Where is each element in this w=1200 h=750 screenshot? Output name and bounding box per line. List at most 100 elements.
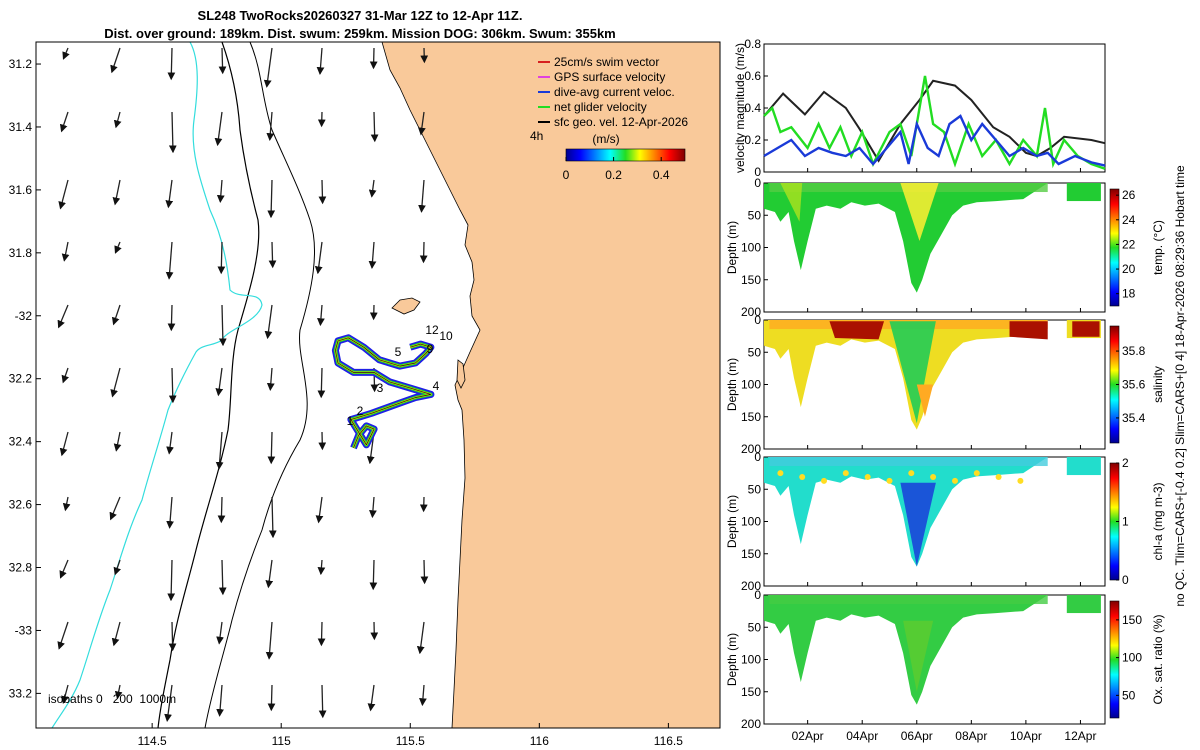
geo-vector-arrow: [168, 621, 177, 652]
temperature-colorbar-tick-label: 26: [1122, 188, 1136, 202]
geo-vector-arrow: [62, 496, 71, 512]
oxygen-y-tick-label: 200: [741, 717, 761, 731]
velocity-y-tick-label: 0.6: [744, 69, 761, 83]
chla-y-tick-label: 200: [741, 579, 761, 593]
waypoint-label: 1: [347, 414, 354, 428]
track-line: [335, 337, 432, 449]
oxygen-colorbar: [1109, 600, 1120, 719]
legend-entry-label: GPS surface velocity: [554, 70, 665, 84]
geo-vector-arrow: [59, 559, 69, 579]
oxygen-y-tick-label: 0: [754, 588, 761, 602]
geo-vector-arrow: [57, 621, 69, 650]
geo-vector-arrow: [111, 621, 121, 647]
geo-vector-arrow: [112, 179, 121, 206]
geo-vector-arrow: [216, 684, 224, 717]
chla-surface-layer: [769, 457, 1048, 467]
temperature-data-curtain: [764, 183, 1048, 293]
geo-vector-arrow: [267, 431, 276, 465]
geo-vector-arrow: [268, 241, 277, 269]
velocity-panel: 0 0.2 0.4 0.6 0.8 velocity magnitude (m/s): [733, 37, 1106, 179]
geo-vector-arrow: [217, 241, 226, 275]
geo-vector-arrow: [215, 367, 224, 397]
isobath-200m: [157, 42, 260, 728]
isobath-label: isobaths 0 200 1000m: [48, 692, 176, 706]
oxygen-ylabel: Depth (m): [725, 633, 739, 686]
time-tick-label: 10Apr: [1010, 729, 1042, 743]
temperature-colorbar-label: temp. (°C): [1151, 220, 1165, 275]
geo-vector-arrow: [218, 47, 227, 75]
temperature-colorbar-tick-label: 24: [1122, 213, 1136, 227]
velocity-y-tick-label: 0.2: [744, 133, 761, 147]
geo-vector-arrow: [165, 179, 174, 209]
chla-colorbar-tick-label: 2: [1122, 456, 1129, 470]
geo-vector-arrow: [164, 684, 173, 722]
geo-vector-arrow: [264, 304, 273, 340]
geo-vector-arrow: [61, 367, 69, 384]
geo-vector-arrow: [314, 241, 323, 275]
map-y-tick-label: 32.2: [9, 372, 33, 386]
salinity-y-tick-label: 50: [748, 345, 762, 359]
salinity-low-core: [889, 321, 936, 424]
map-y-tick-label: 32.6: [9, 498, 33, 512]
geo-vector-arrow: [367, 684, 376, 712]
velocity-series: [763, 75, 1106, 170]
map-y-tick-label: 32.4: [9, 435, 33, 449]
waypoint-label: 2: [357, 404, 364, 418]
geo-vector-arrow: [61, 684, 69, 704]
chla-hotspot: [930, 474, 937, 480]
salinity-deep-patch: [916, 384, 934, 417]
geo-vector-arrow: [265, 621, 274, 660]
legend-entry-label: 25cm/s swim vector: [554, 55, 659, 69]
chla-y-tick-label: 0: [754, 450, 761, 464]
velocity-y-tick-label: 0.8: [744, 37, 761, 51]
map-y-tick-label: -32: [15, 309, 33, 323]
salinity-y-tick-label: 150: [741, 410, 761, 424]
geo-vector-arrow: [113, 431, 122, 452]
map-x-tick-label: 115.5: [396, 734, 425, 748]
geo-vector-arrow: [165, 241, 174, 280]
chla-data-curtain-late: [1066, 457, 1101, 476]
chla-hotspot: [995, 474, 1002, 480]
geo-vector-arrow: [369, 559, 378, 591]
oxygen-colorbar-label: Ox. sat. ratio (%): [1151, 614, 1165, 704]
geo-vector-arrow: [216, 621, 224, 645]
geo-vector-arrow: [419, 684, 427, 707]
geo-vector-arrow: [214, 111, 223, 147]
geo-vector-arrow: [266, 367, 275, 391]
chla-hotspot: [952, 477, 958, 484]
chart-subtitle: Dist. over ground: 189km. Dist. swum: 25…: [104, 26, 616, 41]
salinity-y-tick-label: 0: [754, 313, 761, 327]
geo-vector-arrow: [167, 559, 176, 602]
geo-vector-arrow: [266, 111, 275, 141]
map-x-tick-label: 114.5: [138, 734, 167, 748]
time-x-ticks: 02Apr 04Apr 06Apr 08Apr 10Apr 12Apr: [792, 168, 1096, 743]
geo-vector-arrow: [268, 496, 277, 539]
geo-vector-arrow: [369, 47, 378, 70]
temperature-colorbar-tick-label: 20: [1122, 262, 1136, 276]
oxygen-y-tick-label: 100: [741, 653, 761, 667]
map-y-tick-label: 31.6: [9, 183, 33, 197]
velocity-ylabel: velocity magnitude (m/s): [733, 43, 747, 173]
chla-section-panel: 0 50 100 150 200 Depth (m) 0 1 2 chl-a (mg m-3): [725, 450, 1165, 593]
map-colorbar-ticks: 0 0.2 0.4: [563, 157, 670, 182]
legend-entry-label: net glider velocity: [554, 100, 647, 114]
waypoint-label: 3: [377, 381, 384, 395]
geo-vector-arrow: [168, 367, 177, 404]
geo-vector-arrow: [168, 111, 177, 154]
geo-vector-arrow: [218, 559, 227, 596]
geo-vector-arrow: [418, 179, 426, 213]
temperature-section-panel: 0 50 100 150 200 Depth (m) 18 20 22 24 26 temp. (°C…: [725, 176, 1165, 319]
chla-low-core: [900, 482, 936, 567]
geo-vector-arrow: [369, 496, 377, 519]
geo-vector-arrow: [316, 47, 325, 75]
temperature-warm-plume: [780, 183, 803, 222]
geo-vector-arrow: [59, 111, 69, 133]
velocity-y-ticks: 0 0.2 0.4 0.6 0.8: [744, 37, 768, 179]
map-y-ticks: 31.2 31.4 31.6 31.8 -32 32.2 32.4 32.6 32.8 -33 33…: [9, 57, 41, 700]
oxygen-colorbar-tick-label: 100: [1122, 651, 1142, 665]
waypoint-label: 12: [425, 323, 439, 337]
map-y-tick-label: -33: [15, 623, 33, 637]
waypoint-label: 10: [439, 329, 453, 343]
